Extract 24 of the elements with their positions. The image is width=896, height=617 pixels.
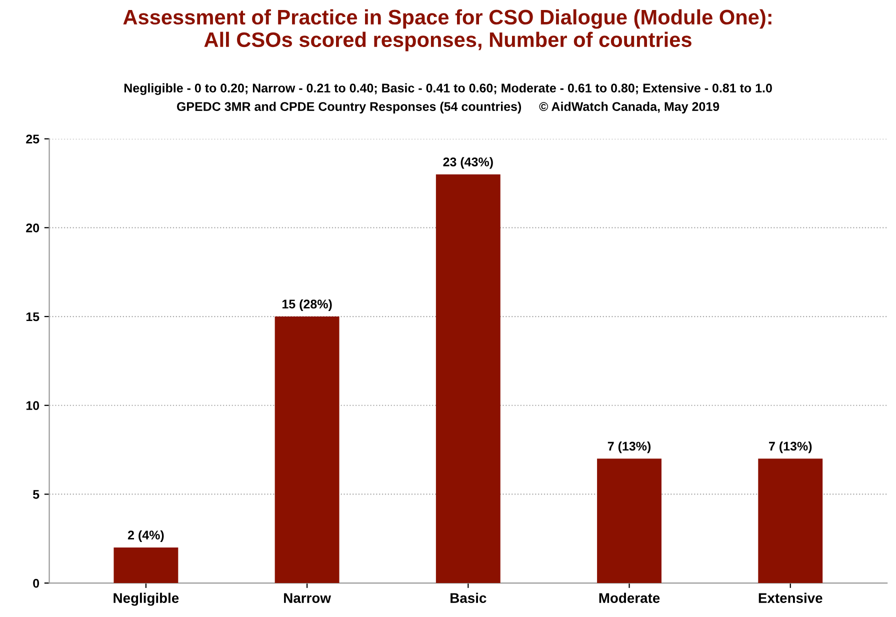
chart-subtitle: Negligible - 0 to 0.20; Narrow - 0.21 to 0.40; Basic - 0.41 to 0.60; Moderate - 0.61 to 0.80; Extensive - 0.81 to 1.0: [124, 83, 772, 95]
data-label: 15 (28%): [282, 299, 332, 311]
y-tick-label: 5: [32, 490, 40, 499]
text: GPEDC 3MR and CPDE Country Responses (54 countries) © AidWatch Canada, May 2019: [176, 102, 720, 114]
y-tick-label: 15: [26, 312, 40, 322]
x-tick-label: Narrow: [284, 593, 332, 603]
y-tick-label: 25: [26, 134, 40, 144]
bar: [114, 548, 178, 584]
data-label: 7 (13%): [608, 441, 651, 454]
bar: [436, 174, 500, 584]
y-tick-label: 10: [26, 401, 40, 410]
bar: [597, 458, 662, 584]
bar: [758, 458, 823, 584]
data-label: 7 (13%): [769, 441, 812, 454]
x-tick-label: Basic: [450, 592, 486, 603]
x-tick-label: Moderate: [599, 592, 660, 603]
x-tick-label: Extensive: [758, 592, 822, 603]
y-tick-label: 0: [33, 578, 40, 588]
data-label: 2 (4%): [128, 530, 164, 542]
chart-title: Assessment of Practice in Space for CSO Dialogue (Module One): All CSOs scored responses, Number of countries: [123, 9, 772, 52]
bar: [274, 316, 340, 584]
y-tick-label: 20: [26, 223, 40, 232]
x-tick-label: Negligible: [114, 592, 179, 606]
data-label: 23 (43%): [443, 157, 493, 169]
